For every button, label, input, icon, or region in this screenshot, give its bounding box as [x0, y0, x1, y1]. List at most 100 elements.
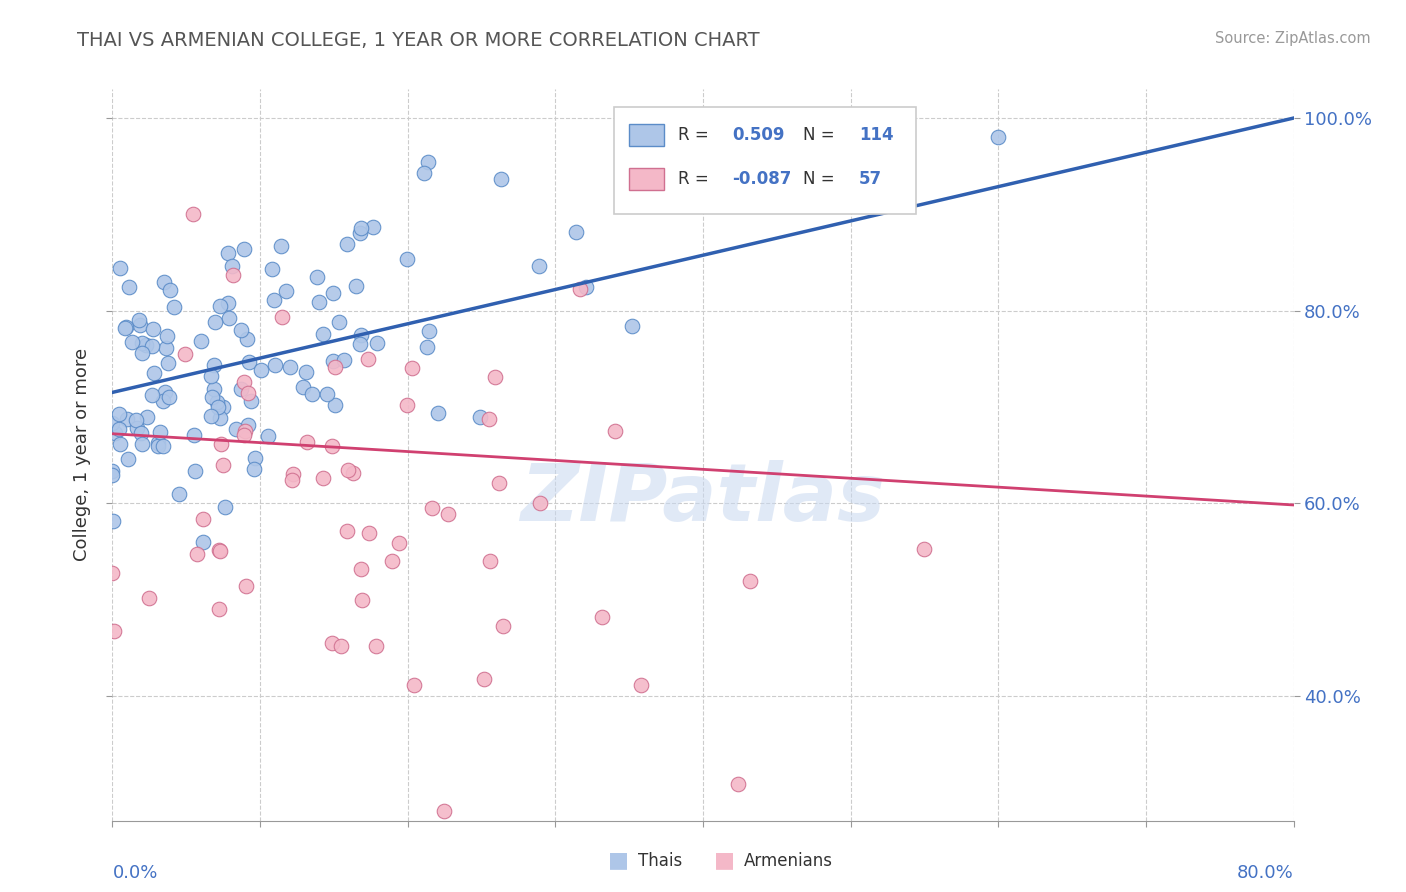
- Point: [591, 609, 613, 624]
- Point: [356, 352, 378, 367]
- Point: [156, 356, 179, 370]
- Text: 0.0%: 0.0%: [112, 864, 157, 882]
- Point: [249, 363, 271, 377]
- Point: [418, 324, 440, 338]
- Text: ■: ■: [714, 850, 734, 870]
- Point: [191, 512, 214, 526]
- Point: [416, 340, 439, 354]
- Point: [433, 804, 456, 818]
- Point: [350, 593, 373, 607]
- Point: [271, 310, 294, 325]
- Point: [217, 246, 239, 260]
- Point: [332, 352, 354, 367]
- Point: [260, 262, 283, 277]
- Point: [225, 422, 247, 436]
- Point: [136, 410, 159, 425]
- Point: [308, 295, 330, 310]
- Point: [201, 390, 224, 404]
- Point: [232, 427, 254, 442]
- Point: [207, 542, 229, 557]
- Point: [157, 390, 180, 404]
- Point: [152, 439, 174, 453]
- Point: [108, 437, 131, 451]
- Point: [349, 226, 371, 240]
- Point: [281, 467, 304, 481]
- Point: [214, 500, 236, 514]
- Point: [396, 398, 419, 412]
- Point: [186, 547, 208, 561]
- Point: [229, 323, 252, 337]
- Point: [307, 269, 329, 284]
- Point: [236, 417, 259, 432]
- Point: [138, 591, 160, 605]
- Point: [202, 358, 225, 372]
- Point: [323, 360, 346, 375]
- FancyBboxPatch shape: [614, 108, 915, 213]
- Point: [281, 473, 304, 487]
- Point: [468, 410, 491, 425]
- Point: [295, 365, 318, 379]
- Point: [621, 318, 644, 333]
- Point: [155, 341, 177, 355]
- Point: [190, 334, 212, 349]
- Point: [115, 411, 138, 425]
- Point: [321, 439, 343, 453]
- Point: [211, 400, 233, 414]
- Point: [183, 427, 205, 442]
- Point: [231, 382, 253, 396]
- Point: [322, 286, 344, 301]
- Point: [114, 321, 136, 335]
- Point: [209, 410, 232, 425]
- Point: [103, 624, 125, 639]
- Point: [278, 359, 301, 374]
- Point: [141, 388, 163, 402]
- Point: [381, 554, 404, 568]
- Text: N =: N =: [803, 170, 841, 188]
- Point: [489, 171, 512, 186]
- Point: [207, 395, 229, 409]
- Point: [238, 355, 260, 369]
- Point: [257, 428, 280, 442]
- Point: [479, 554, 502, 568]
- Point: [477, 412, 499, 426]
- Point: [330, 639, 353, 653]
- Point: [350, 562, 373, 576]
- Point: [575, 279, 598, 293]
- Point: [104, 425, 127, 440]
- Point: [263, 358, 285, 372]
- Point: [243, 462, 266, 476]
- Point: [183, 464, 205, 478]
- Point: [270, 239, 292, 253]
- Point: [349, 336, 371, 351]
- Point: [101, 416, 124, 430]
- Point: [103, 514, 125, 528]
- Text: R =: R =: [678, 127, 714, 145]
- Point: [200, 368, 222, 383]
- Point: [128, 313, 150, 327]
- Point: [117, 452, 139, 467]
- Point: [361, 220, 384, 235]
- Point: [344, 278, 367, 293]
- Point: [146, 435, 169, 450]
- Point: [108, 422, 131, 436]
- Point: [336, 237, 359, 252]
- Point: [342, 467, 364, 481]
- Point: [569, 282, 592, 296]
- Point: [630, 678, 652, 692]
- Point: [488, 475, 510, 490]
- Point: [101, 566, 124, 580]
- Point: [173, 347, 195, 361]
- Point: [420, 501, 443, 516]
- Point: [149, 425, 172, 439]
- Point: [131, 346, 153, 360]
- Point: [295, 435, 318, 450]
- Point: [204, 315, 226, 329]
- Point: [131, 436, 153, 450]
- Point: [202, 383, 225, 397]
- Point: [232, 242, 254, 256]
- Point: [143, 366, 166, 380]
- Text: 114: 114: [859, 127, 894, 145]
- Point: [321, 636, 343, 650]
- Point: [727, 777, 749, 791]
- Point: [121, 334, 143, 349]
